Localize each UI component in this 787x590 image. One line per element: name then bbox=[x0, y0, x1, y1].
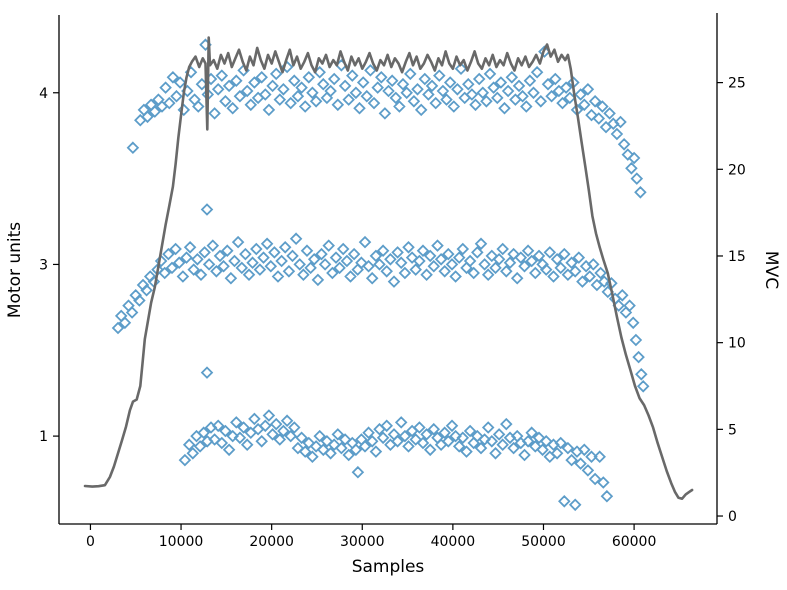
scatter-series-mu-1 bbox=[178, 366, 614, 512]
right-y-tick-label: 0 bbox=[728, 509, 737, 525]
axis-layer: 0 10000 20000 30000 40000 50000 60000 1 3 4 0 5 10 15… bbox=[39, 13, 746, 550]
right-y-tick-label: 10 bbox=[728, 336, 746, 352]
left-y-tick-label: 1 bbox=[39, 429, 48, 445]
scatter-series-mu-3 bbox=[111, 203, 650, 393]
scatter-points bbox=[178, 366, 614, 512]
scatter-points bbox=[111, 203, 650, 393]
x-tick-label: 50000 bbox=[521, 534, 566, 550]
left-y-tick-label: 4 bbox=[39, 86, 48, 102]
right-y-tick-label: 25 bbox=[728, 76, 746, 92]
scatter-series-mu-4 bbox=[126, 38, 647, 199]
left-y-axis-label: Motor units bbox=[5, 222, 25, 318]
x-tick-label: 10000 bbox=[159, 534, 204, 550]
right-y-tick-label: 5 bbox=[728, 422, 737, 438]
mvc-force-line bbox=[83, 36, 694, 501]
x-tick-label: 20000 bbox=[249, 534, 294, 550]
right-y-tick-label: 15 bbox=[728, 249, 746, 265]
x-tick-label: 0 bbox=[86, 534, 95, 550]
x-axis-label: Samples bbox=[352, 557, 425, 577]
plot-data-layer bbox=[83, 36, 694, 512]
x-tick-label: 60000 bbox=[612, 534, 657, 550]
right-y-tick-label: 20 bbox=[728, 162, 746, 178]
left-y-tick-label: 3 bbox=[39, 257, 48, 273]
scatter-points bbox=[126, 38, 647, 199]
x-tick-label: 30000 bbox=[340, 534, 385, 550]
right-y-axis-label: MVC bbox=[761, 251, 781, 289]
x-tick-label: 40000 bbox=[431, 534, 476, 550]
